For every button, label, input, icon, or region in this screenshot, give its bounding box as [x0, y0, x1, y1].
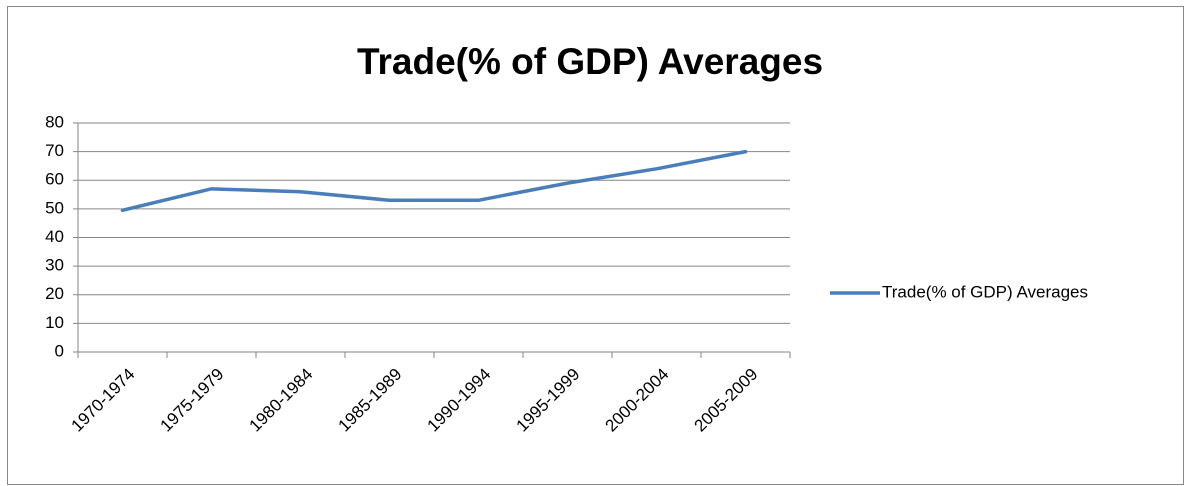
y-tick-label: 60 — [45, 170, 64, 189]
y-tick-label: 0 — [55, 341, 64, 360]
y-tick-label: 30 — [45, 256, 64, 275]
y-tick-label: 70 — [45, 141, 64, 160]
data-line — [120, 149, 748, 213]
y-tick-label: 10 — [45, 313, 64, 332]
y-tick-label: 40 — [45, 227, 64, 246]
chart-title: Trade(% of GDP) Averages — [357, 41, 823, 82]
y-tick-label: 80 — [45, 112, 64, 131]
y-tick-label: 50 — [45, 198, 64, 217]
y-tick-label: 20 — [45, 284, 64, 303]
legend-label: Trade(% of GDP) Averages — [882, 282, 1088, 301]
chart-frame — [7, 6, 1184, 485]
